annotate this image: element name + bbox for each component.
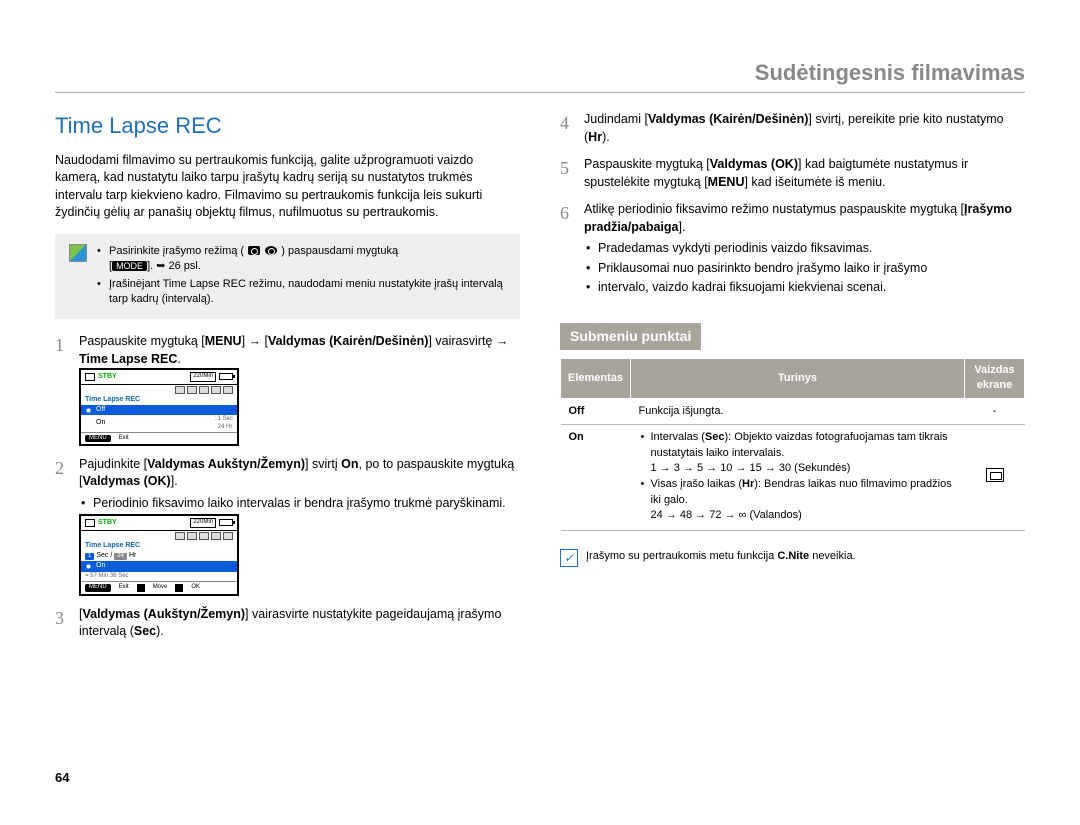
step: 2 Pajudinkite [Valdymas Aukštyn/Žemyn)] … xyxy=(55,456,520,596)
cell-screen-icon xyxy=(965,425,1025,530)
table-row: On Intervalas (Sec): Objekto vaizdas fot… xyxy=(561,425,1025,530)
table-header: Vaizdas ekrane xyxy=(965,359,1025,399)
step-number: 4 xyxy=(560,111,574,146)
step-number: 6 xyxy=(560,201,574,299)
step-bullet: Priklausomai nuo pasirinkto bendro įrašy… xyxy=(584,260,1025,278)
table-header: Elementas xyxy=(561,359,631,399)
step-text: [Valdymas (Aukštyn/Žemyn)] vairasvirte n… xyxy=(79,606,520,641)
step-bullet: intervalo, vaizdo kadrai fiksuojami kiek… xyxy=(584,279,1025,297)
page-number: 64 xyxy=(55,770,69,785)
step-bullet: Pradedamas vykdyti periodinis vaizdo fik… xyxy=(584,240,1025,258)
step-number: 5 xyxy=(560,156,574,191)
intro-paragraph: Naudodami filmavimo su pertraukomis funk… xyxy=(55,152,520,222)
content-columns: Time Lapse REC Naudodami filmavimo su pe… xyxy=(55,111,1025,651)
section-title: Time Lapse REC xyxy=(55,111,520,142)
storage-icon xyxy=(85,519,95,527)
mode-key: MODE xyxy=(112,261,147,271)
lcd-menu-title: Time Lapse REC xyxy=(81,541,237,551)
step: 3 [Valdymas (Aukštyn/Žemyn)] vairasvirte… xyxy=(55,606,520,641)
left-column: Time Lapse REC Naudodami filmavimo su pe… xyxy=(55,111,520,651)
cell-content: Funkcija išjungta. xyxy=(631,398,965,424)
lcd-option-on: On xyxy=(81,561,237,571)
battery-icon xyxy=(219,519,233,526)
stby-label: STBY xyxy=(98,519,117,527)
note-icon xyxy=(69,244,87,262)
submenu-table: Elementas Turinys Vaizdas ekrane Off Fun… xyxy=(560,358,1025,531)
lcd-screen-1: STBY 220Min Time Lapse REC Off On: 1 Sec… xyxy=(79,368,239,446)
footnote-text: Įrašymo su pertraukomis metu funkcija C.… xyxy=(586,549,856,564)
note-box: Pasirinkite įrašymo režimą ( ) paspausda… xyxy=(55,234,520,320)
cell-content: Intervalas (Sec): Objekto vaizdas fotogr… xyxy=(631,425,965,530)
step: 6 Atlikę periodinio fiksavimo režimo nus… xyxy=(560,201,1025,299)
cell-element: On xyxy=(561,425,631,530)
lcd-option-off: Off xyxy=(81,405,237,415)
cell-screen-icon: - xyxy=(965,398,1025,424)
right-column: 4 Judindami [Valdymas (Kairėn/Dešinėn)] … xyxy=(560,111,1025,651)
info-icon: ✓ xyxy=(560,549,578,567)
submenu-heading: Submeniu punktai xyxy=(560,323,701,351)
lcd-menu-title: Time Lapse REC xyxy=(81,395,237,405)
step-number: 3 xyxy=(55,606,69,641)
note-item: Pasirinkite įrašymo režimą ( ) paspausda… xyxy=(97,244,506,275)
step: 4 Judindami [Valdymas (Kairėn/Dešinėn)] … xyxy=(560,111,1025,146)
cell-element: Off xyxy=(561,398,631,424)
stby-label: STBY xyxy=(98,373,117,381)
step-text: Judindami [Valdymas (Kairėn/Dešinėn)] sv… xyxy=(584,111,1025,146)
step-bullet: Periodinio fiksavimo laiko intervalas ir… xyxy=(79,495,520,513)
step-text: Pajudinkite [Valdymas Aukštyn/Žemyn)] sv… xyxy=(79,456,520,596)
step: 1 Paspauskite mygtuką [MENU] → [Valdymas… xyxy=(55,333,520,446)
step-text: Atlikę periodinio fiksavimo režimo nusta… xyxy=(584,201,1025,236)
cell-bullet: Intervalas (Sec): Objekto vaizdas fotogr… xyxy=(639,430,957,476)
chapter-title: Sudėtingesnis filmavimas xyxy=(55,60,1025,93)
video-mode-icon xyxy=(248,246,260,255)
step-text: Paspauskite mygtuką [MENU] → [Valdymas (… xyxy=(79,333,520,446)
step-number: 2 xyxy=(55,456,69,596)
cell-bullet: Visas įrašo laikas (Hr): Bendras laikas … xyxy=(639,477,957,523)
note-list: Pasirinkite įrašymo režimą ( ) paspausda… xyxy=(97,244,506,310)
note-item: Įrašinėjant Time Lapse REC režimu, naudo… xyxy=(97,277,506,308)
step: 5 Paspauskite mygtuką [Valdymas (OK)] ka… xyxy=(560,156,1025,191)
battery-icon xyxy=(219,373,233,380)
photo-mode-icon xyxy=(265,246,277,255)
step-text: Paspauskite mygtuką [Valdymas (OK)] kad … xyxy=(584,156,1025,191)
timelapse-icon xyxy=(986,468,1004,482)
lcd-option-on: On: 1 Sec 24 Hr xyxy=(81,415,237,431)
step-number: 1 xyxy=(55,333,69,446)
lcd-screen-2: STBY 220Min Time Lapse REC 1Sec /24Hr On… xyxy=(79,514,239,596)
footnote: ✓ Įrašymo su pertraukomis metu funkcija … xyxy=(560,549,1025,567)
table-row: Off Funkcija išjungta. - xyxy=(561,398,1025,424)
table-header: Turinys xyxy=(631,359,965,399)
storage-icon xyxy=(85,373,95,381)
